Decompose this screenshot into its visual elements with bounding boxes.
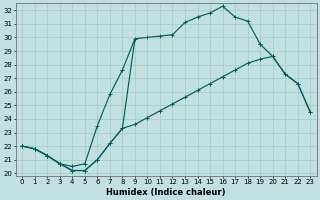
X-axis label: Humidex (Indice chaleur): Humidex (Indice chaleur)	[107, 188, 226, 197]
